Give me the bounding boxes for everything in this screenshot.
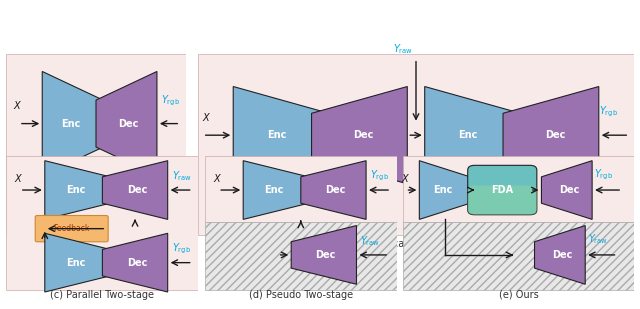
Polygon shape [102,233,168,292]
FancyBboxPatch shape [403,156,634,222]
Polygon shape [45,161,110,219]
Text: Feedback: Feedback [54,224,90,233]
Text: (e) Ours: (e) Ours [499,290,538,300]
Text: $Y_{\rm raw}$: $Y_{\rm raw}$ [360,234,381,248]
Polygon shape [503,87,599,184]
Text: Enc: Enc [264,185,284,195]
FancyBboxPatch shape [198,54,634,235]
Text: FDA: FDA [492,185,513,195]
FancyBboxPatch shape [35,216,108,242]
Text: $Y_{\rm raw}$: $Y_{\rm raw}$ [588,233,608,246]
Text: $\mathit{X}$: $\mathit{X}$ [202,111,211,123]
Text: (d) Pseudo Two-stage: (d) Pseudo Two-stage [249,290,353,300]
FancyBboxPatch shape [205,156,397,222]
Text: $Y_{\rm rgb}$: $Y_{\rm rgb}$ [370,169,389,183]
FancyBboxPatch shape [468,165,537,215]
Text: $Y_{\rm raw}$: $Y_{\rm raw}$ [393,43,413,56]
Text: Dec: Dec [316,250,336,260]
Text: $Y_{\rm rgb}$: $Y_{\rm rgb}$ [161,93,179,108]
FancyBboxPatch shape [468,185,537,215]
Text: Dec: Dec [552,250,572,260]
Text: Enc: Enc [66,258,85,268]
Text: $\mathit{X}$: $\mathit{X}$ [14,172,24,184]
Text: $Y_{\rm rgb}$: $Y_{\rm rgb}$ [172,242,191,256]
Text: Dec: Dec [545,130,566,140]
FancyBboxPatch shape [403,222,634,290]
Polygon shape [291,226,356,284]
Text: Dec: Dec [353,130,374,140]
FancyBboxPatch shape [6,156,198,290]
Text: Dec: Dec [127,258,147,268]
Polygon shape [541,161,592,219]
Text: $\mathit{X}$: $\mathit{X}$ [212,172,222,184]
Text: Enc: Enc [458,130,478,140]
Text: $Y_{\rm rgb}$: $Y_{\rm rgb}$ [595,167,613,182]
Text: Dec: Dec [118,119,138,129]
Polygon shape [243,161,308,219]
Text: $\mathit{X}$: $\mathit{X}$ [13,99,22,111]
Text: Dec: Dec [127,185,147,195]
Polygon shape [425,87,520,184]
Text: $\mathit{X}$: $\mathit{X}$ [401,172,410,184]
Text: Enc: Enc [61,119,81,129]
Polygon shape [419,161,470,219]
FancyBboxPatch shape [205,222,397,290]
Text: Enc: Enc [267,130,287,140]
Polygon shape [301,161,366,219]
Polygon shape [96,71,157,176]
Text: $Y_{\rm rgb}$: $Y_{\rm rgb}$ [599,105,618,119]
Text: (a) Single-stage: (a) Single-stage [58,239,134,249]
Text: (c) Parallel Two-stage: (c) Parallel Two-stage [51,290,154,300]
Text: Dec: Dec [325,185,346,195]
Polygon shape [312,87,407,184]
Polygon shape [42,71,103,176]
Text: Enc: Enc [433,185,452,195]
Text: $Y_{\rm raw}$: $Y_{\rm raw}$ [172,169,192,183]
Polygon shape [45,233,110,292]
FancyBboxPatch shape [6,54,186,235]
Polygon shape [233,87,329,184]
Polygon shape [534,226,585,284]
Text: Enc: Enc [66,185,85,195]
Text: (b) Cascaded Two-stage: (b) Cascaded Two-stage [358,239,474,249]
Text: Dec: Dec [559,185,579,195]
Polygon shape [102,161,168,219]
